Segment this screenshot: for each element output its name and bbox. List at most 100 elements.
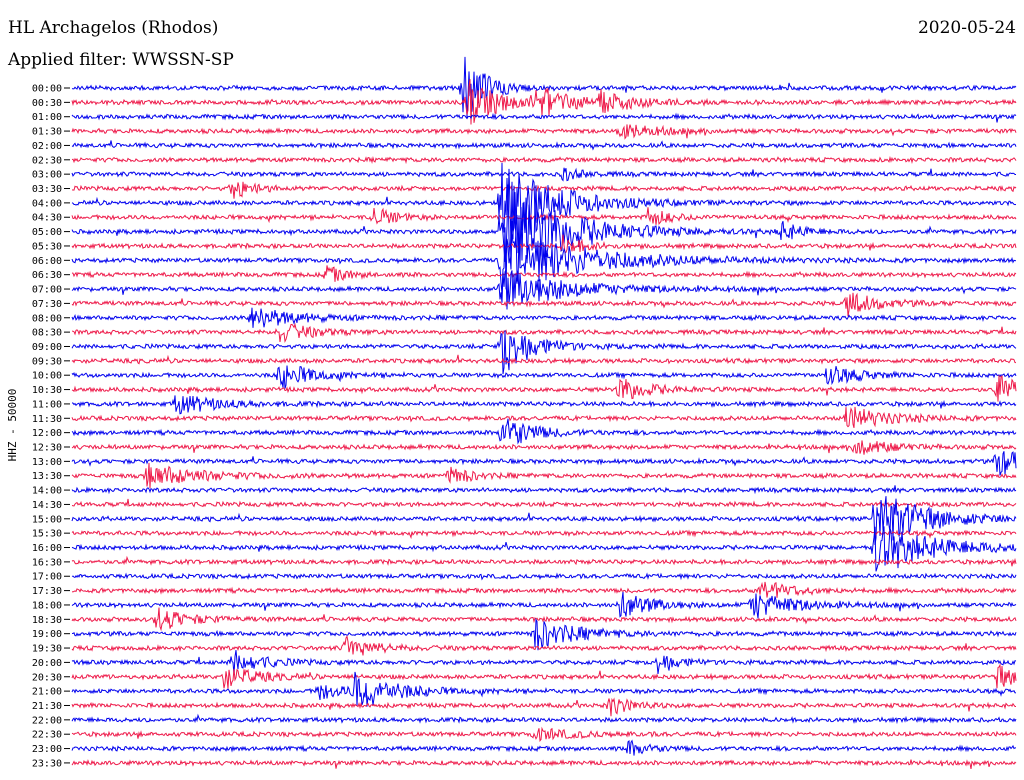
seismic-trace	[71, 496, 1017, 546]
seismic-trace	[71, 330, 1017, 375]
time-label: 23:00	[32, 744, 62, 755]
time-label: 03:30	[32, 184, 62, 195]
seismic-trace	[71, 181, 1017, 199]
filter-label: Applied filter: WWSSN-SP	[8, 50, 234, 70]
seismic-trace	[71, 184, 1017, 270]
seismic-trace	[71, 395, 1017, 415]
time-label: 09:00	[32, 342, 62, 353]
seismic-trace	[71, 234, 1017, 254]
seismic-trace	[71, 485, 1017, 495]
seismic-trace	[71, 307, 1017, 328]
seismic-trace	[71, 713, 1017, 725]
time-label: 12:00	[32, 428, 62, 439]
time-label: 05:00	[32, 227, 62, 238]
time-label: 02:30	[32, 155, 62, 166]
time-label: 16:00	[32, 543, 62, 554]
seismic-trace	[71, 418, 1017, 445]
time-label: 12:30	[32, 443, 62, 454]
seismic-trace	[71, 56, 1017, 118]
y-axis-label: HHZ - 50000	[6, 389, 19, 462]
time-label: 22:00	[32, 715, 62, 726]
seismic-trace	[71, 591, 1017, 619]
seismic-trace	[71, 124, 1017, 140]
time-label: 13:30	[32, 471, 62, 482]
time-label: 21:00	[32, 687, 62, 698]
time-label: 19:30	[32, 644, 62, 655]
time-label: 01:30	[32, 127, 62, 138]
seismic-trace	[71, 365, 1017, 389]
seismic-trace	[71, 451, 1017, 476]
seismic-trace	[71, 697, 1017, 717]
seismic-trace	[71, 739, 1017, 756]
time-label: 08:30	[32, 328, 62, 339]
seismic-trace	[71, 555, 1017, 567]
seismic-trace	[71, 635, 1017, 656]
seismic-trace	[71, 79, 1017, 125]
record-date: 2020-05-24	[917, 18, 1016, 38]
time-label: 18:00	[32, 600, 62, 611]
seismic-trace	[71, 440, 1017, 455]
time-label: 00:30	[32, 98, 62, 109]
seismic-trace	[71, 207, 1017, 226]
seismic-trace	[71, 572, 1017, 581]
time-label: 06:00	[32, 256, 62, 267]
time-label-group: 00:00 00:30 01:00 01:30 02:00 02:30 03:00 03:30…	[32, 84, 70, 769]
seismic-trace	[71, 650, 1017, 675]
time-label: 17:30	[32, 586, 62, 597]
trace-group	[71, 56, 1017, 770]
seismic-trace	[71, 462, 1017, 489]
time-label: 07:00	[32, 285, 62, 296]
time-label: 22:30	[32, 730, 62, 741]
seismic-trace	[71, 265, 1017, 282]
time-label: 16:30	[32, 557, 62, 568]
seismic-trace	[71, 155, 1017, 165]
seismic-trace	[71, 581, 1017, 598]
seismic-trace	[71, 292, 1017, 317]
seismic-trace	[71, 759, 1017, 770]
seismic-trace	[71, 406, 1017, 428]
time-label: 11:00	[32, 399, 62, 410]
seismic-trace	[71, 227, 1017, 295]
time-label: 17:00	[32, 572, 62, 583]
time-label: 00:00	[32, 84, 62, 95]
time-label: 19:00	[32, 629, 62, 640]
time-label: 23:30	[32, 758, 62, 769]
time-label: 06:30	[32, 270, 62, 281]
time-label: 10:00	[32, 371, 62, 382]
seismic-trace	[71, 526, 1017, 572]
seismic-trace	[71, 375, 1017, 402]
station-title: HL Archagelos (Rhodos)	[8, 18, 219, 38]
time-label: 14:30	[32, 500, 62, 511]
time-label: 11:30	[32, 414, 62, 425]
seismic-trace	[71, 167, 1017, 182]
time-label: 18:30	[32, 615, 62, 626]
time-label: 04:30	[32, 213, 62, 224]
time-label: 02:00	[32, 141, 62, 152]
time-label: 10:30	[32, 385, 62, 396]
seismic-trace	[71, 322, 1017, 344]
time-label: 03:00	[32, 170, 62, 181]
seismic-trace	[71, 269, 1017, 310]
seismic-trace	[71, 498, 1017, 508]
seismic-trace	[71, 354, 1017, 365]
time-label: 01:00	[32, 112, 62, 123]
time-label: 20:00	[32, 658, 62, 669]
time-label: 14:00	[32, 486, 62, 497]
seismic-trace	[71, 671, 1017, 707]
seismic-trace	[71, 617, 1017, 651]
seismic-trace	[71, 663, 1017, 689]
time-label: 15:00	[32, 514, 62, 525]
seismic-trace	[71, 140, 1017, 151]
seismic-trace	[71, 162, 1017, 244]
time-label: 08:00	[32, 313, 62, 324]
time-label: 04:00	[32, 198, 62, 209]
time-label: 20:30	[32, 672, 62, 683]
time-label: 13:00	[32, 457, 62, 468]
time-label: 07:30	[32, 299, 62, 310]
seismic-trace	[71, 726, 1017, 742]
time-label: 21:30	[32, 701, 62, 712]
seismic-trace	[71, 529, 1017, 540]
seismic-trace	[71, 112, 1017, 123]
seismic-trace	[71, 607, 1017, 632]
